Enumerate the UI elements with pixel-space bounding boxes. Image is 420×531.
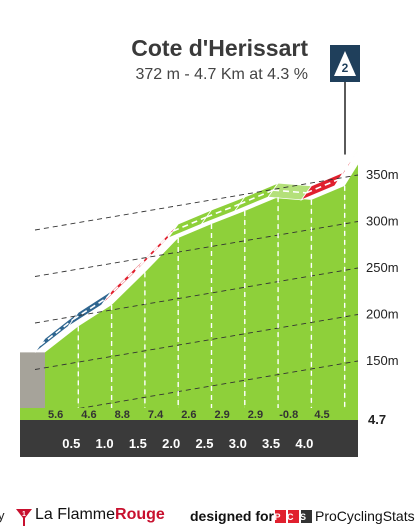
gradient-label: 4.6 [81,409,96,421]
base-top-band [20,408,358,420]
category-label: 2 [342,61,349,75]
segment-centerline [206,203,241,218]
end-km-label: 4.7 [368,412,386,427]
svg-text:PCS: PCS [275,512,313,522]
marker-triangle-icon [334,51,356,76]
segment-area [344,164,358,420]
km-label: 3.0 [229,436,247,451]
segment-area [178,224,212,420]
gridline [34,360,359,417]
segment-area [78,304,112,420]
segment-centerline [273,189,307,194]
climb-header: Cote d'Herissart 372 m - 4.7 Km at 4.3 % [0,34,308,86]
profile-segments [20,150,359,457]
y-tick-label: 200m [366,307,399,322]
segment-centerline [72,297,108,321]
gradient-label: 5.6 [48,409,63,421]
svg-text:1: 1 [22,511,26,518]
flamme-rouge-brand: La FlammeRouge [35,506,165,524]
segment-area [144,238,179,420]
segment-area [311,185,345,420]
y-tick-label: 250m [366,260,399,275]
designed-for-text: designed for [190,508,275,524]
flamme-bold: Rouge [115,506,165,523]
segment-centerline [106,264,141,299]
gradient-label: 7.4 [148,409,164,421]
profile-base [20,408,358,457]
gridline [34,314,359,370]
footer: y 1 La FlammeRouge designed for PCS ProC… [0,504,420,528]
flamme-rouge-logo-icon: 1 [16,509,32,526]
km-label: 3.5 [262,436,280,451]
pcs-logo-icon: PCS [275,510,313,523]
gridline [34,221,359,277]
segment-area [211,211,245,420]
gradient-label: 8.8 [115,409,130,421]
km-label: 1.5 [129,436,147,451]
km-label: 2.0 [162,436,180,451]
y-tick-label: 350m [366,167,399,182]
climb-subtitle: 372 m - 4.7 Km at 4.3 % [135,66,308,83]
km-label: 4.0 [295,436,313,451]
footer-prefix: y [0,508,5,523]
gradient-label: 2.6 [181,409,196,421]
procyclingstats-name: ProCyclingStats [315,508,415,524]
segment-area [244,197,279,420]
segment-area [45,326,79,420]
gradient-label: 2.9 [214,409,229,421]
km-label: 0.5 [62,436,80,451]
y-tick-label: 300m [366,214,399,229]
km-label: 2.5 [195,436,213,451]
segment-centerline [139,230,174,266]
gradient-label: -0.8 [279,409,298,421]
gradient-label: 2.9 [248,409,263,421]
climb-title: Cote d'Herissart [131,35,308,61]
segment-centerline [239,189,274,205]
segment-centerline [172,216,207,232]
flamme-regular: La Flamme [35,506,116,523]
gridline [34,267,359,324]
category-marker: 2 [330,45,360,155]
segment-centerline [339,157,354,180]
y-tick-label: 150m [366,353,399,368]
gridline [34,174,359,231]
segment-area [111,272,145,420]
km-dividers [77,185,346,420]
profile-labels: 5.6 4.6 8.8 7.4 2.6 2.9 2.9 -0.8 4.5 0.5 1.0 1.5 2.0… [48,409,386,451]
segment-area [278,197,312,420]
altitude-gridlines: 150m 200m 250m 300m 350m [34,167,399,417]
segment-centerline [306,178,340,194]
segment-centerline [39,318,74,347]
km-label: 1.0 [96,436,114,451]
base-slab [20,420,358,457]
gradient-label: 4.5 [314,409,329,421]
